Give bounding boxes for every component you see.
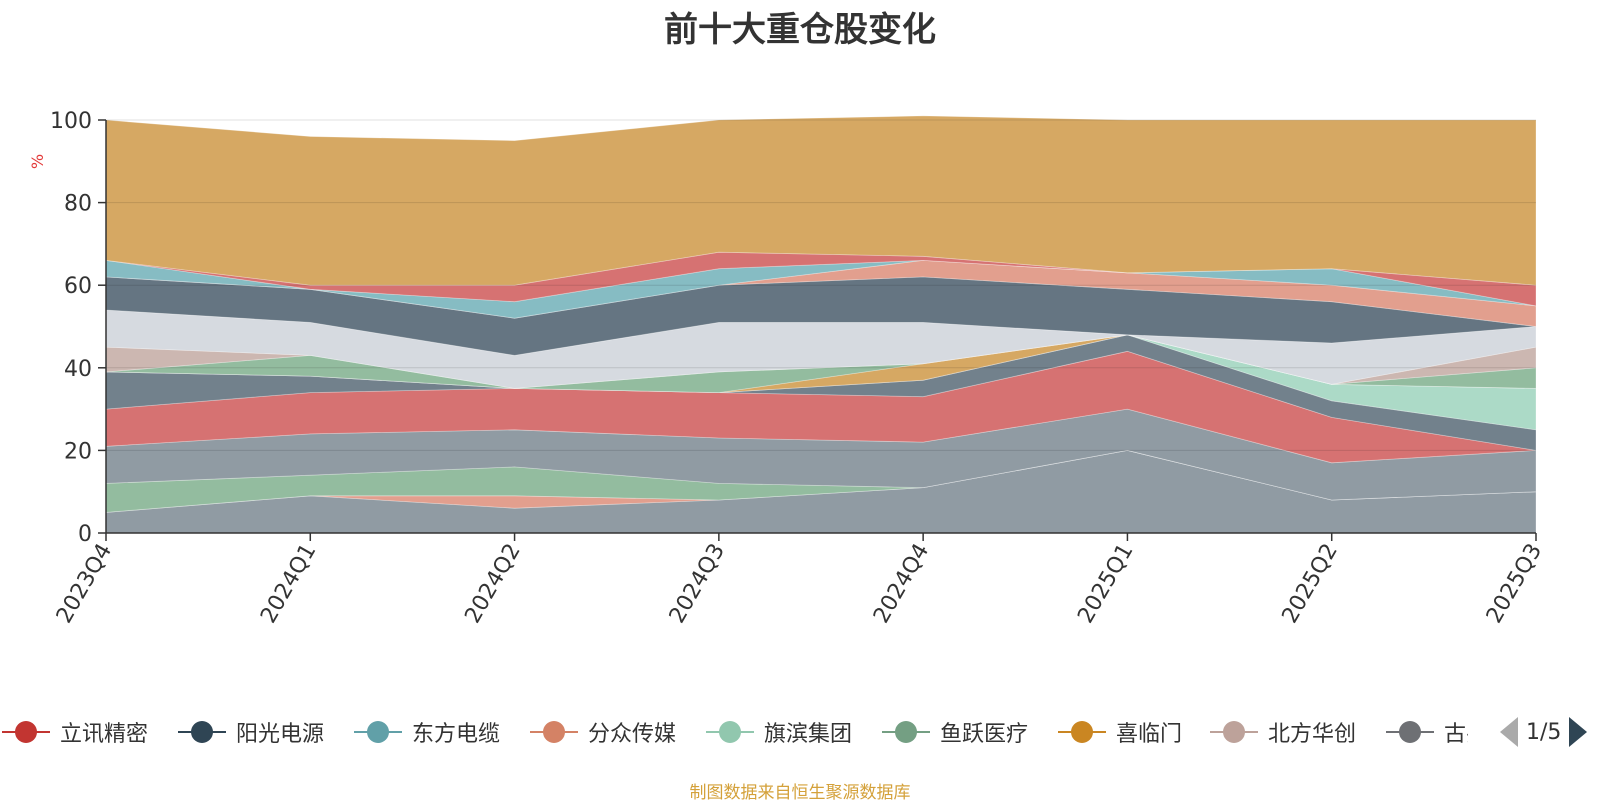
x-tick-label: 2024Q3 xyxy=(665,540,730,628)
legend-marker-icon xyxy=(1386,721,1434,743)
legend-label: 鱼跃医疗 xyxy=(940,722,1029,747)
legend-item[interactable]: 鱼跃医疗 xyxy=(880,712,1028,752)
y-tick-label: 100 xyxy=(50,109,92,134)
area-立讯精密 xyxy=(105,251,1537,307)
chart-title: 前十大重仓股变化 xyxy=(664,10,936,50)
legend-marker-icon xyxy=(178,721,226,743)
legend-marker-icon xyxy=(706,721,754,743)
x-tick-label: 2023Q4 xyxy=(52,540,117,628)
legend-item[interactable]: 阳光电源 xyxy=(176,712,324,752)
y-tick-label: 0 xyxy=(78,522,92,547)
area-layers xyxy=(105,115,1537,534)
legend-marker-icon xyxy=(530,721,578,743)
y-tick-label: 60 xyxy=(64,274,92,299)
x-tick-label: 2025Q3 xyxy=(1482,540,1547,628)
legend-label: 阳光电源 xyxy=(236,722,325,747)
area-海光信息 xyxy=(105,334,1537,451)
x-tick-label: 2024Q1 xyxy=(256,540,321,628)
legend-label: 东方电缆 xyxy=(412,722,501,747)
y-tick-label: 80 xyxy=(64,192,92,217)
legend-marker-icon xyxy=(882,721,930,743)
legend-item[interactable]: 分众传媒 xyxy=(528,712,676,752)
legend-marker-icon xyxy=(2,721,50,743)
legend-label: 古井贡酒 xyxy=(1444,722,1468,747)
legend-pager: 1/5 xyxy=(1500,712,1588,752)
legend-item[interactable]: 立讯精密 xyxy=(0,712,148,752)
y-tick-label: 40 xyxy=(64,357,92,382)
legend-prev-icon[interactable] xyxy=(1500,717,1518,747)
x-tick-label: 2024Q4 xyxy=(869,540,934,628)
x-tick-label: 2025Q1 xyxy=(1073,540,1138,628)
legend-label: 旗滨集团 xyxy=(764,722,853,747)
legend-label: 喜临门 xyxy=(1116,722,1183,747)
y-tick-label: 20 xyxy=(64,439,92,464)
area-三花智控 xyxy=(105,408,1537,501)
legend-item[interactable]: 东方电缆 xyxy=(352,712,500,752)
legend-item[interactable]: 古井贡酒 xyxy=(1384,712,1468,752)
legend-item[interactable]: 北方华创 xyxy=(1208,712,1356,752)
legend-item[interactable]: 旗滨集团 xyxy=(704,712,852,752)
legend-label: 立讯精密 xyxy=(60,722,149,747)
legend-marker-icon xyxy=(1210,721,1258,743)
legend-marker-icon xyxy=(1058,721,1106,743)
legend-item[interactable]: 喜临门 xyxy=(1056,712,1182,752)
legend-page-indicator: 1/5 xyxy=(1526,719,1562,745)
legend-items: 立讯精密 阳光电源 东方电缆 分众传媒 旗滨集团 鱼跃医疗 喜临门 北方华创 古井贡酒 xyxy=(0,712,1468,752)
area-中际旭创 xyxy=(105,115,1537,286)
legend-label: 分众传媒 xyxy=(588,722,677,747)
legend-marker-icon xyxy=(354,721,402,743)
legend-label: 北方华创 xyxy=(1268,722,1357,747)
x-tick-label: 2024Q2 xyxy=(460,540,525,628)
area-chart: 0 20 40 60 80 100 2023Q4 2024Q1 2024Q2 2024Q3 2024… xyxy=(50,109,1547,628)
x-tick-label: 2025Q2 xyxy=(1278,540,1343,628)
legend-next-icon[interactable] xyxy=(1569,717,1588,747)
legend: 立讯精密 阳光电源 东方电缆 分众传媒 旗滨集团 鱼跃医疗 喜临门 北方华创 古井贡酒 xyxy=(0,712,1600,752)
data-source-note: 制图数据来自恒生聚源数据库 xyxy=(689,783,911,803)
